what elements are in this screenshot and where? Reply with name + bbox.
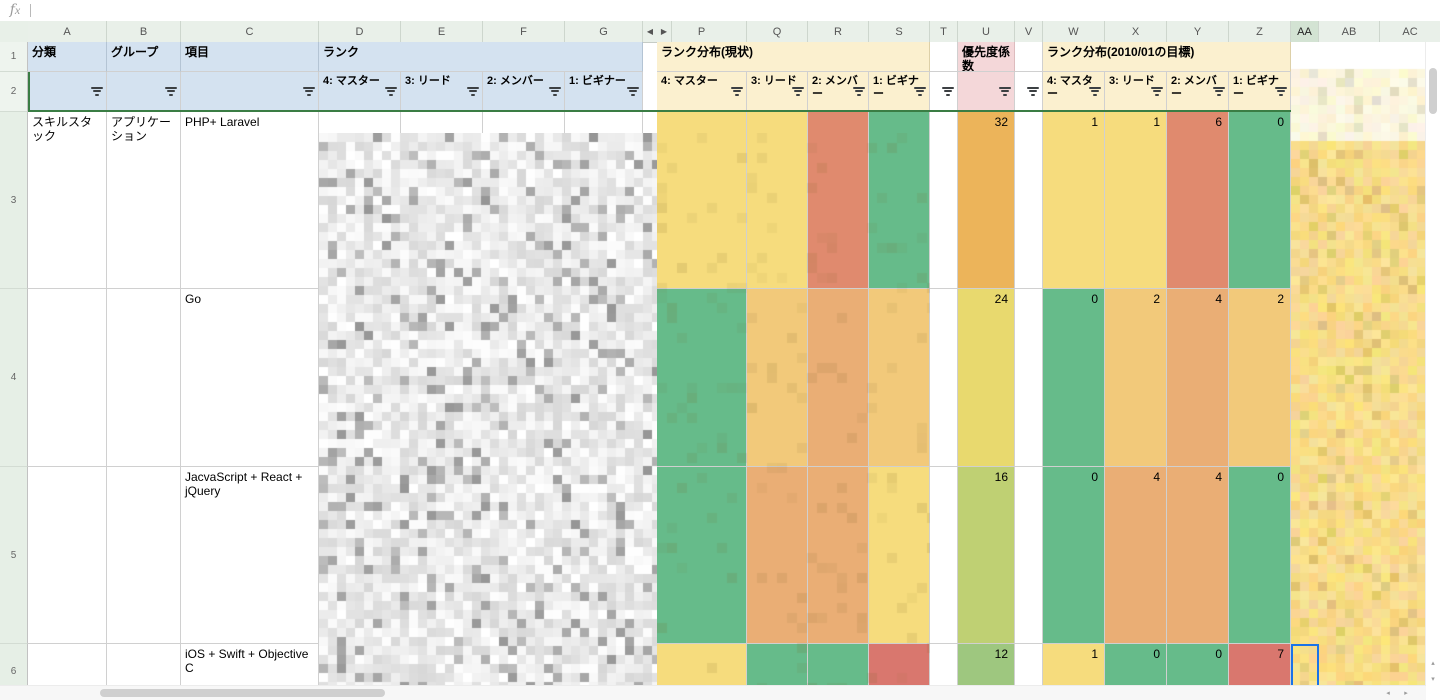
cell-V4[interactable] xyxy=(1015,289,1043,467)
column-header-w[interactable]: W xyxy=(1043,21,1105,42)
cell-dist-target-Z3[interactable]: 0 xyxy=(1229,112,1291,289)
column-header-r[interactable]: R xyxy=(808,21,869,42)
spreadsheet-grid: ABCDEFGPQRSTUVWXYZAAABACA◀▶ 123456 分類グルー… xyxy=(0,21,1440,700)
cell-category-5[interactable] xyxy=(28,467,107,644)
column-header-ab[interactable]: AB xyxy=(1319,21,1380,42)
redacted-rank-dist-current xyxy=(657,133,930,700)
row-header-column: 123456 xyxy=(0,42,28,700)
frozen-pane-edge xyxy=(28,72,1291,112)
header-rank-dist-target[interactable]: ランク分布(2010/01の目標) xyxy=(1043,42,1291,72)
cell-V1[interactable] xyxy=(1015,42,1043,72)
column-header-d[interactable]: D xyxy=(319,21,401,42)
row-header-2[interactable]: 2 xyxy=(0,72,28,112)
cell-dist-target-Z4[interactable]: 2 xyxy=(1229,289,1291,467)
column-header-q[interactable]: Q xyxy=(747,21,808,42)
formula-input[interactable] xyxy=(31,0,1440,21)
column-header-f[interactable]: F xyxy=(483,21,565,42)
cell-dist-target-Y4[interactable]: 4 xyxy=(1167,289,1229,467)
cell-dist-target-W3[interactable]: 1 xyxy=(1043,112,1105,289)
row-header-5[interactable]: 5 xyxy=(0,467,28,644)
vertical-scrollbar[interactable]: ▴ ▾ xyxy=(1425,42,1440,700)
scroll-up-button[interactable]: ▴ xyxy=(1426,655,1440,670)
horizontal-scroll-thumb[interactable] xyxy=(100,689,385,697)
column-header-c[interactable]: C xyxy=(181,21,319,42)
column-header-ac[interactable]: AC xyxy=(1380,21,1440,42)
column-header-x[interactable]: X xyxy=(1105,21,1167,42)
column-header-t[interactable]: T xyxy=(930,21,958,42)
formula-bar: 𝑓x xyxy=(0,0,1440,22)
column-header-b[interactable]: B xyxy=(107,21,181,42)
function-icon: 𝑓x xyxy=(0,2,30,19)
cell-priority-5[interactable]: 16 xyxy=(958,467,1015,644)
cell-category-4[interactable] xyxy=(28,289,107,467)
cell-dist-target-X3[interactable]: 1 xyxy=(1105,112,1167,289)
scroll-right-button[interactable]: ▸ xyxy=(1398,686,1414,700)
cell-group-5[interactable] xyxy=(107,467,181,644)
row-header-3[interactable]: 3 xyxy=(0,112,28,289)
column-header-z[interactable]: Z xyxy=(1229,21,1291,42)
header-group[interactable]: グループ xyxy=(107,42,181,72)
vertical-scroll-thumb[interactable] xyxy=(1429,68,1437,114)
cell-priority-3[interactable]: 32 xyxy=(958,112,1015,289)
scroll-down-button[interactable]: ▾ xyxy=(1426,671,1440,686)
column-header-a[interactable]: A xyxy=(28,21,107,42)
scroll-left-button[interactable]: ◂ xyxy=(1380,686,1396,700)
column-header-v[interactable]: V xyxy=(1015,21,1043,42)
cell-category-3[interactable]: スキルスタック xyxy=(28,112,107,289)
horizontal-scrollbar[interactable]: ◂ ▸ xyxy=(0,685,1426,700)
spreadsheet-app: 𝑓x ABCDEFGPQRSTUVWXYZAAABACA◀▶ 123456 分類… xyxy=(0,0,1440,700)
cell-T5[interactable] xyxy=(930,467,958,644)
header-priority-coefficient[interactable]: 優先度係数 xyxy=(958,42,1015,72)
cell-dist-target-X5[interactable]: 4 xyxy=(1105,467,1167,644)
column-header-s[interactable]: S xyxy=(869,21,930,42)
cell-T3[interactable] xyxy=(930,112,958,289)
cell-dist-target-X4[interactable]: 2 xyxy=(1105,289,1167,467)
cell-V3[interactable] xyxy=(1015,112,1043,289)
cell-area[interactable]: 分類 グループ 項目 ランク ランク分布(現状) 優先度係数 ランク分布(2010/01の目… xyxy=(28,42,1440,700)
column-header-aa[interactable]: AA xyxy=(1291,21,1319,42)
column-header-u[interactable]: U xyxy=(958,21,1015,42)
header-category[interactable]: 分類 xyxy=(28,42,107,72)
cell-item-3[interactable]: PHP+ Laravel xyxy=(181,112,319,289)
header-rank-dist-current[interactable]: ランク分布(現状) xyxy=(657,42,930,72)
cell-priority-4[interactable]: 24 xyxy=(958,289,1015,467)
cell-T1[interactable] xyxy=(930,42,958,72)
column-header-e[interactable]: E xyxy=(401,21,483,42)
header-rank[interactable]: ランク xyxy=(319,42,643,72)
cell-dist-target-Y3[interactable]: 6 xyxy=(1167,112,1229,289)
cell-dist-target-Y5[interactable]: 4 xyxy=(1167,467,1229,644)
row-header-1[interactable]: 1 xyxy=(0,42,28,72)
cell-group-4[interactable] xyxy=(107,289,181,467)
cell-T4[interactable] xyxy=(930,289,958,467)
row-header-4[interactable]: 4 xyxy=(0,289,28,467)
cell-item-4[interactable]: Go xyxy=(181,289,319,467)
column-header-g[interactable]: G xyxy=(565,21,643,42)
column-group-expand-right-icon[interactable]: ▶ xyxy=(657,21,672,42)
column-header-row: ABCDEFGPQRSTUVWXYZAAABACA◀▶ xyxy=(0,21,1440,43)
cell-V5[interactable] xyxy=(1015,467,1043,644)
redacted-right-columns xyxy=(1291,42,1440,699)
column-group-collapse-left-icon[interactable]: ◀ xyxy=(643,21,658,42)
cell-dist-target-W5[interactable]: 0 xyxy=(1043,467,1105,644)
cell-dist-target-Z5[interactable]: 0 xyxy=(1229,467,1291,644)
cell-group-3[interactable]: アプリケーション xyxy=(107,112,181,289)
cell-dist-target-W4[interactable]: 0 xyxy=(1043,289,1105,467)
redacted-rank-columns xyxy=(319,133,657,700)
header-item[interactable]: 項目 xyxy=(181,42,319,72)
cell-item-5[interactable]: JacvaScript + React + jQuery xyxy=(181,467,319,644)
column-header-y[interactable]: Y xyxy=(1167,21,1229,42)
